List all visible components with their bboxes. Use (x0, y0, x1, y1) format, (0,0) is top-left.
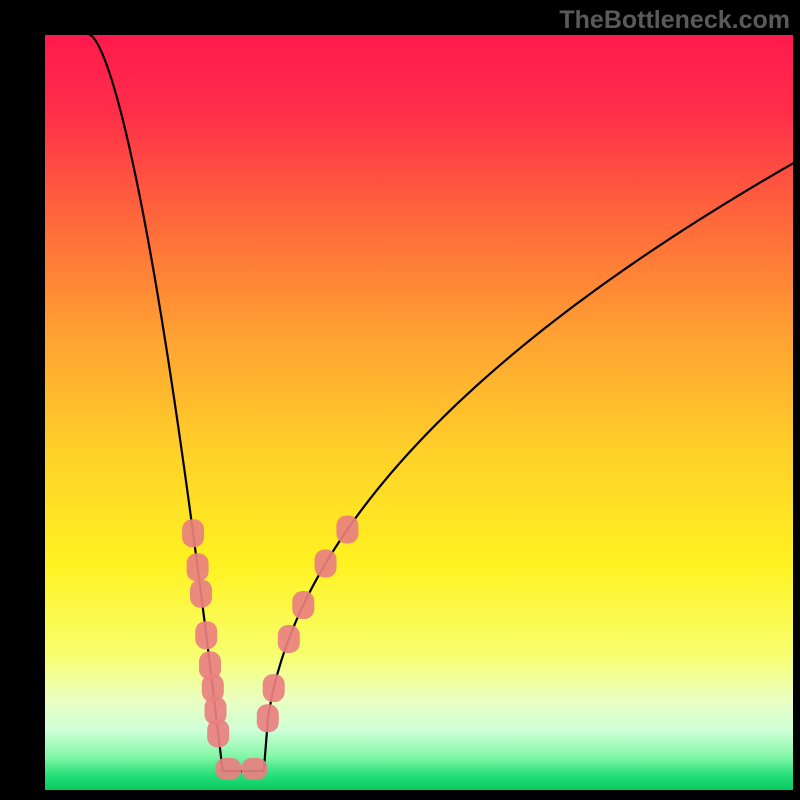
plot-background (45, 35, 793, 790)
data-marker (190, 580, 212, 608)
data-marker (241, 758, 267, 780)
data-marker (278, 625, 300, 653)
data-marker (207, 719, 229, 747)
chart-stage: TheBottleneck.com (0, 0, 800, 800)
data-marker (292, 591, 314, 619)
chart-svg (0, 0, 800, 800)
data-marker (195, 621, 217, 649)
data-marker (215, 758, 241, 780)
data-marker (182, 519, 204, 547)
watermark-label: TheBottleneck.com (559, 6, 790, 35)
data-marker (263, 674, 285, 702)
data-marker (336, 516, 358, 544)
data-marker (187, 553, 209, 581)
data-marker (257, 704, 279, 732)
data-marker (315, 550, 337, 578)
